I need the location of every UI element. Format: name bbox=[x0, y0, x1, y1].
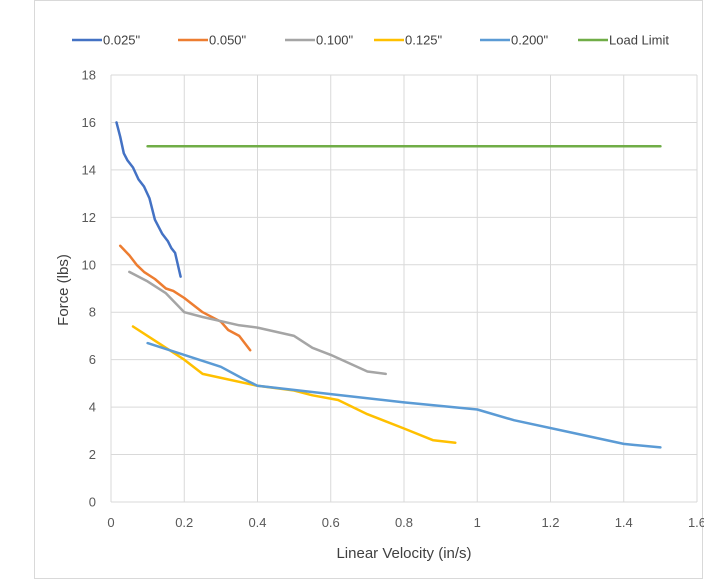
x-tick-label: 1.6 bbox=[688, 515, 704, 530]
series-line-4 bbox=[146, 341, 662, 449]
x-tick-label: 1.4 bbox=[615, 515, 633, 530]
y-tick-label: 10 bbox=[82, 257, 96, 272]
legend-label: 0.125" bbox=[405, 33, 443, 48]
y-tick-label: 2 bbox=[89, 447, 96, 462]
chart-area-border bbox=[34, 0, 703, 579]
y-tick-label: 6 bbox=[89, 352, 96, 367]
legend-label: 0.200" bbox=[511, 33, 549, 48]
series-line-0 bbox=[115, 121, 182, 278]
x-tick-label: 0.2 bbox=[175, 515, 193, 530]
x-tick-label: 0.8 bbox=[395, 515, 413, 530]
y-tick-label: 8 bbox=[89, 305, 96, 320]
series-lines bbox=[115, 121, 662, 449]
series-line-1 bbox=[118, 244, 252, 352]
y-tick-label: 16 bbox=[82, 115, 96, 130]
x-tick-label: 1.2 bbox=[541, 515, 559, 530]
series-line-3 bbox=[131, 325, 457, 444]
y-tick-label: 14 bbox=[82, 162, 96, 177]
x-tick-label: 0 bbox=[107, 515, 114, 530]
x-tick-label: 0.4 bbox=[248, 515, 266, 530]
y-tick-label: 18 bbox=[82, 68, 96, 83]
legend-label: 0.050" bbox=[209, 33, 247, 48]
y-tick-label: 0 bbox=[89, 495, 96, 510]
x-tick-label: 1 bbox=[474, 515, 481, 530]
legend: 0.025" 0.050" 0.100" 0.125" 0.200" Load Limit bbox=[72, 33, 669, 48]
x-axis-title: Linear Velocity (in/s) bbox=[336, 545, 471, 562]
y-tick-label: 12 bbox=[82, 210, 96, 225]
x-tick-label: 0.6 bbox=[322, 515, 340, 530]
legend-label: 0.025" bbox=[103, 33, 141, 48]
legend-label: Load Limit bbox=[609, 33, 669, 48]
y-tick-label: 4 bbox=[89, 400, 96, 415]
legend-label: 0.100" bbox=[316, 33, 354, 48]
tick-labels: 0 2 4 6 8 10 12 14 16 18 0 0.2 0.4 0.6 0.8 1 1.2 1.4 1.6 bbox=[82, 68, 704, 531]
series-line-2 bbox=[128, 270, 387, 376]
y-axis-title: Force (lbs) bbox=[55, 254, 72, 326]
